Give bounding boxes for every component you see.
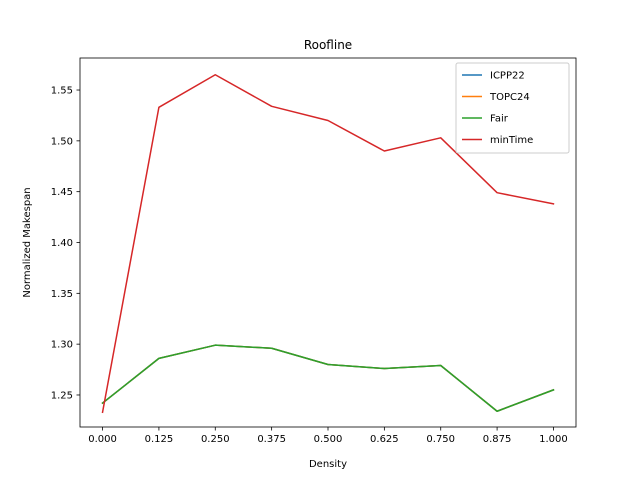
y-tick-label: 1.55 xyxy=(51,86,73,97)
series-line-mintime xyxy=(101,74,555,414)
legend: ICPP22 TOPC24 Fair minTime xyxy=(455,62,570,154)
x-tick-label: 0.000 xyxy=(88,434,117,445)
x-axis-label: Density xyxy=(309,459,347,470)
legend-label-topc24: TOPC24 xyxy=(489,92,530,103)
legend-box xyxy=(455,62,570,154)
x-tick-label: 0.875 xyxy=(483,434,512,445)
x-tick-label: 1.000 xyxy=(539,434,568,445)
chart-title: Roofline xyxy=(304,38,352,52)
y-axis-ticks: 1.25 1.30 1.35 1.40 1.45 1.50 1.55 xyxy=(51,86,80,401)
legend-label-icpp22: ICPP22 xyxy=(490,71,525,82)
y-tick-label: 1.25 xyxy=(51,390,73,401)
y-tick-label: 1.40 xyxy=(51,238,73,249)
y-tick-label: 1.35 xyxy=(51,289,73,300)
y-axis-label: Normalized Makespan xyxy=(22,187,33,297)
series-layer xyxy=(101,74,555,414)
x-tick-label: 0.125 xyxy=(145,434,174,445)
legend-label-mintime: minTime xyxy=(490,135,533,146)
legend-label-fair: Fair xyxy=(490,114,509,125)
x-tick-label: 0.750 xyxy=(426,434,455,445)
series-line-fair xyxy=(101,344,555,412)
x-tick-label: 0.500 xyxy=(314,434,343,445)
x-axis-ticks: 0.000 0.125 0.250 0.375 0.500 0.625 0.750 0.875… xyxy=(88,427,568,445)
y-tick-label: 1.45 xyxy=(51,187,73,198)
y-tick-label: 1.30 xyxy=(51,340,73,351)
x-tick-label: 0.250 xyxy=(201,434,230,445)
x-tick-label: 0.625 xyxy=(370,434,399,445)
x-tick-label: 0.375 xyxy=(257,434,286,445)
y-tick-label: 1.50 xyxy=(51,136,73,147)
